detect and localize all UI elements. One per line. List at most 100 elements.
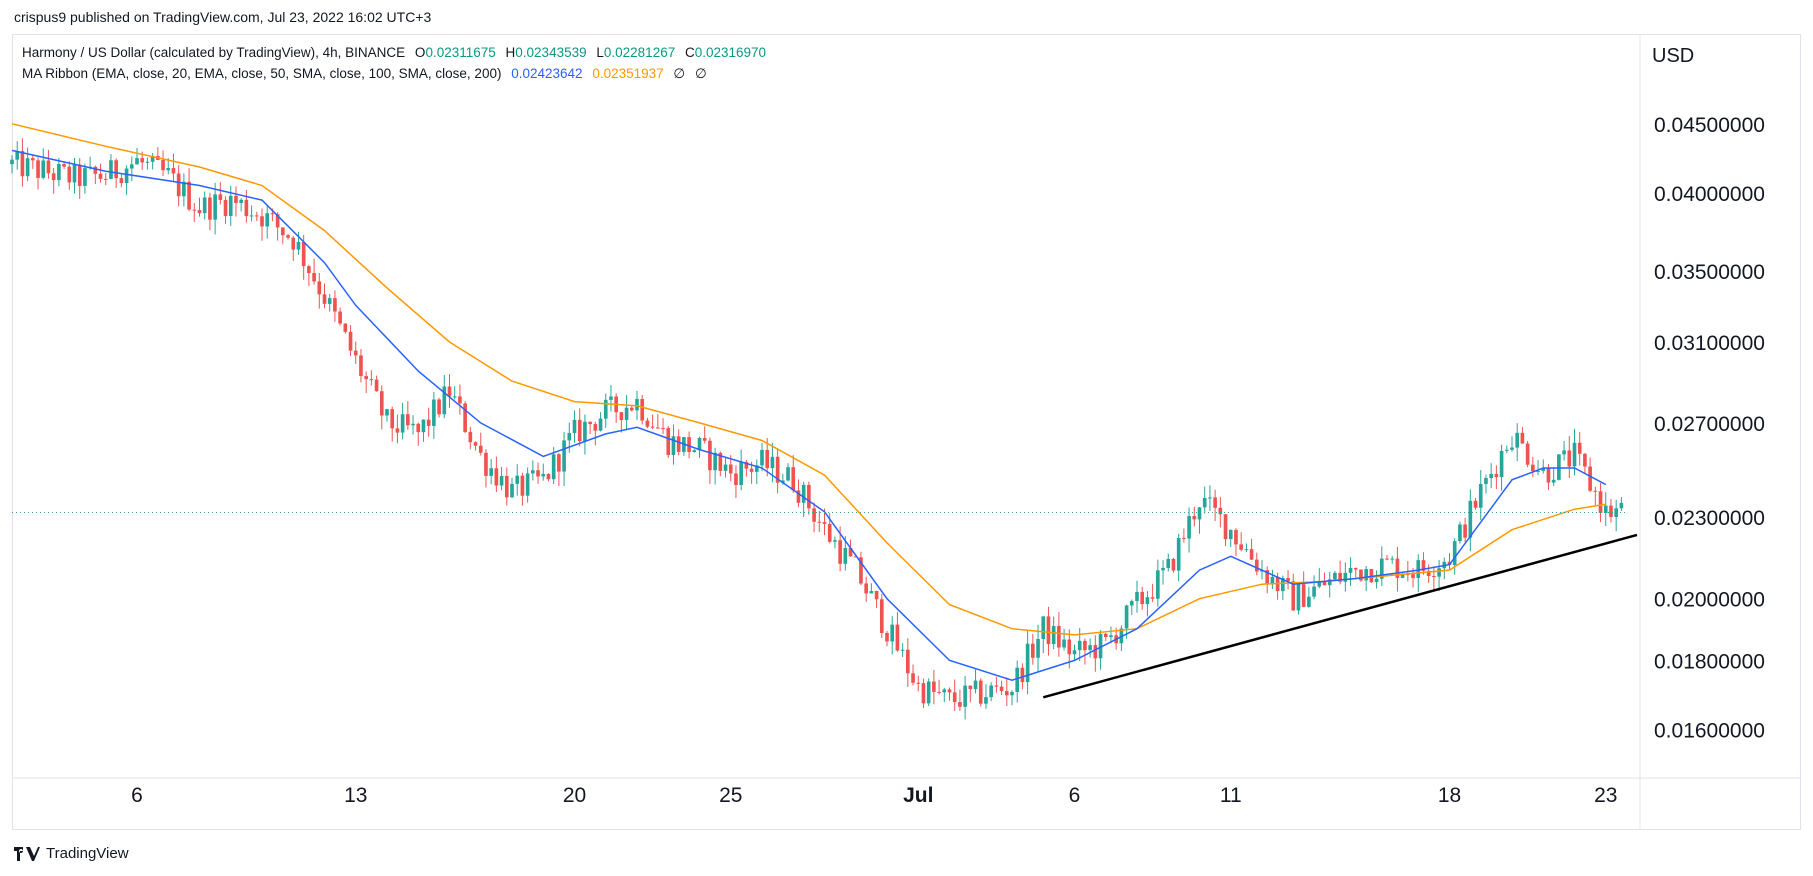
candle-down <box>1182 538 1186 540</box>
candle-down <box>978 680 983 704</box>
candle-down <box>307 266 311 274</box>
low-value: 0.02281267 <box>603 45 676 60</box>
candle-up <box>890 624 895 642</box>
candle-down <box>1286 578 1290 582</box>
candle-down <box>270 213 275 215</box>
candle-up <box>421 419 426 433</box>
candle-down <box>31 158 35 161</box>
candle-down <box>67 166 72 183</box>
candle-up <box>1504 449 1509 451</box>
candle-up <box>1541 468 1546 471</box>
candle-up <box>411 423 415 426</box>
candle-down <box>848 547 853 557</box>
candle-down <box>1473 500 1478 508</box>
candle-down <box>791 467 796 491</box>
candle-down <box>1291 581 1296 611</box>
candle-up <box>671 436 676 455</box>
candle-up <box>963 685 967 707</box>
ascending-trendline[interactable] <box>1042 533 1638 699</box>
candle-up <box>1510 447 1514 450</box>
candle-up <box>166 168 171 171</box>
candle-up <box>603 399 608 419</box>
candle-up <box>1208 497 1212 499</box>
candle-up <box>1343 572 1348 582</box>
candle-up <box>1062 639 1066 648</box>
candle-down <box>1567 450 1572 467</box>
candle-down <box>1369 569 1374 583</box>
time-axis-tick-label: 6 <box>131 784 143 807</box>
candle-down <box>765 449 770 469</box>
candle-up <box>265 213 270 227</box>
candle-down <box>161 159 165 171</box>
candle-up <box>400 414 405 433</box>
candle-down <box>958 702 962 707</box>
candle-down <box>1546 468 1551 483</box>
candle-up <box>1499 450 1504 478</box>
candle-down <box>379 391 384 416</box>
candle-down <box>484 452 488 476</box>
candle-up <box>760 449 764 466</box>
candle-down <box>1432 575 1436 577</box>
candle-down <box>937 691 941 693</box>
candle-up <box>1124 605 1129 629</box>
ema20-value: 0.02423642 <box>511 66 583 81</box>
candle-down <box>676 436 681 452</box>
candle-down <box>223 199 228 217</box>
candle-up <box>1296 584 1301 611</box>
candle-up <box>1390 558 1395 560</box>
candle-up <box>1077 640 1082 651</box>
candle-up <box>567 433 572 441</box>
candle-down <box>98 173 103 179</box>
price-axis-tick-label: 0.02300000 <box>1654 507 1765 530</box>
open-label: O <box>414 45 426 60</box>
candle-down <box>244 199 249 217</box>
candle-up <box>1145 597 1150 605</box>
candle-down <box>1494 474 1499 478</box>
candle-down <box>588 421 592 425</box>
close-value: 0.02316970 <box>694 45 767 60</box>
candle-down <box>1353 567 1358 570</box>
candle-up <box>1270 576 1275 585</box>
candle-down <box>364 376 368 380</box>
chart-frame <box>12 34 1801 830</box>
candle-up <box>1458 524 1462 542</box>
candle-up <box>515 475 520 484</box>
candle-down <box>1265 570 1270 585</box>
high-label: H <box>505 45 516 60</box>
candle-up <box>1166 558 1171 568</box>
candle-up <box>1333 572 1337 580</box>
ema20-line <box>11 149 1607 681</box>
candle-down <box>968 685 973 690</box>
candle-down <box>93 166 98 174</box>
candle-down <box>1083 640 1087 651</box>
candle-down <box>473 442 478 446</box>
candle-up <box>1452 541 1457 565</box>
tradingview-logo-icon <box>14 846 40 861</box>
symbol-title[interactable]: Harmony / US Dollar (calculated by Tradi… <box>22 45 406 60</box>
candle-down <box>629 407 634 411</box>
candle-down <box>176 173 181 197</box>
candle-down <box>468 431 473 443</box>
candle-down <box>369 379 374 381</box>
candle-down <box>1577 442 1582 454</box>
candle-up <box>1088 645 1092 651</box>
candle-up <box>1281 578 1285 592</box>
candle-down <box>994 685 999 687</box>
candle-up <box>442 386 447 415</box>
symbol-legend: Harmony / US Dollar (calculated by Tradi… <box>22 45 766 60</box>
candle-up <box>1161 567 1165 571</box>
candle-down <box>51 173 56 181</box>
candle-down <box>343 323 348 332</box>
candle-down <box>708 440 712 471</box>
candle-down <box>619 412 624 421</box>
candle-down <box>879 599 884 633</box>
candle-down <box>1067 639 1072 655</box>
candle-up <box>1072 650 1077 655</box>
ma-ribbon-title[interactable]: MA Ribbon (EMA, close, 20, EMA, close, 5… <box>22 66 502 81</box>
footer-branding: TradingView <box>14 845 129 862</box>
candle-down <box>374 379 379 392</box>
candle-down <box>796 490 801 503</box>
candle-up <box>1025 643 1030 683</box>
time-axis-tick-label: 23 <box>1594 784 1617 807</box>
